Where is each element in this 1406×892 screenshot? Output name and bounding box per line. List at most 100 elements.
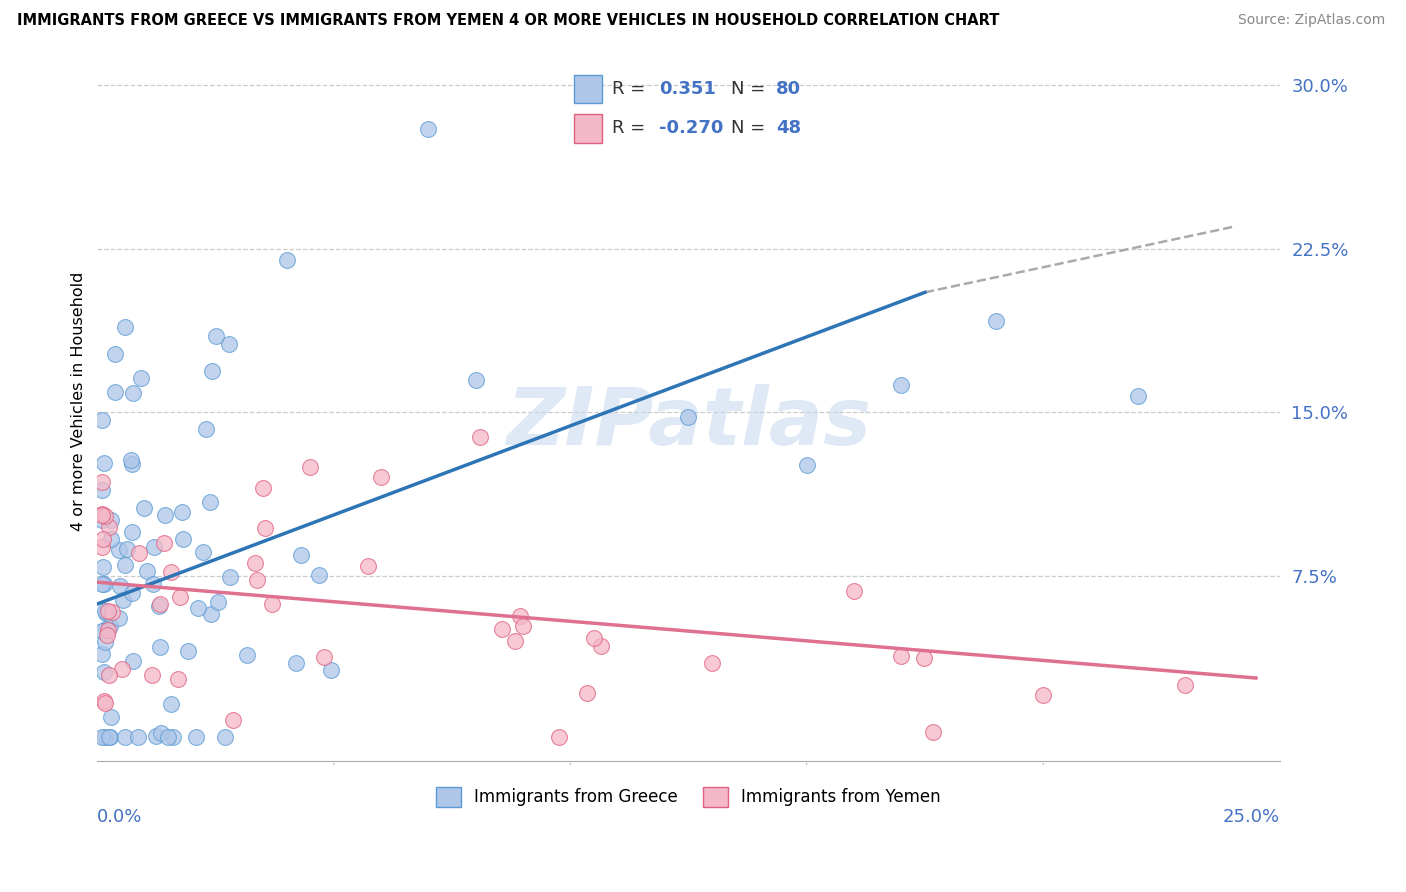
Point bbox=[120, 453, 142, 467]
Point bbox=[111, 661, 134, 675]
Point bbox=[370, 469, 392, 483]
Point bbox=[94, 696, 117, 710]
Point bbox=[97, 623, 120, 637]
Point bbox=[91, 413, 114, 427]
Point bbox=[91, 730, 114, 744]
Point bbox=[108, 610, 131, 624]
Text: 25.0%: 25.0% bbox=[1222, 807, 1279, 826]
Point bbox=[91, 559, 114, 574]
Point bbox=[100, 533, 122, 547]
Point bbox=[94, 604, 117, 618]
Point bbox=[219, 570, 242, 584]
Text: 0.0%: 0.0% bbox=[97, 807, 143, 826]
Point bbox=[100, 513, 122, 527]
Point bbox=[308, 568, 330, 582]
Point bbox=[132, 501, 155, 516]
Point bbox=[162, 730, 184, 744]
Point bbox=[94, 635, 117, 649]
Point bbox=[153, 535, 176, 549]
Point bbox=[149, 598, 172, 612]
Point bbox=[890, 649, 912, 664]
Point bbox=[172, 533, 194, 547]
Point bbox=[207, 595, 229, 609]
Point bbox=[121, 654, 143, 668]
Point bbox=[98, 668, 121, 682]
Text: 0.351: 0.351 bbox=[659, 79, 716, 97]
Text: R =: R = bbox=[612, 119, 645, 136]
Y-axis label: 4 or more Vehicles in Household: 4 or more Vehicles in Household bbox=[72, 271, 86, 531]
Point bbox=[153, 508, 176, 522]
FancyBboxPatch shape bbox=[574, 114, 602, 143]
Point bbox=[357, 559, 380, 574]
Point bbox=[509, 608, 531, 623]
Point bbox=[177, 644, 200, 658]
Point bbox=[276, 252, 298, 267]
Point bbox=[246, 573, 269, 587]
Point bbox=[314, 649, 336, 664]
Point bbox=[114, 730, 136, 744]
Point bbox=[576, 686, 599, 700]
Text: IMMIGRANTS FROM GREECE VS IMMIGRANTS FROM YEMEN 4 OR MORE VEHICLES IN HOUSEHOLD : IMMIGRANTS FROM GREECE VS IMMIGRANTS FRO… bbox=[17, 13, 1000, 29]
Point bbox=[922, 725, 945, 739]
Point bbox=[157, 730, 180, 744]
Point bbox=[187, 600, 209, 615]
Point bbox=[112, 593, 135, 607]
Point bbox=[169, 590, 191, 604]
Point bbox=[121, 586, 143, 600]
Point bbox=[96, 628, 118, 642]
Point bbox=[117, 541, 139, 556]
Point bbox=[491, 622, 513, 636]
Point bbox=[94, 730, 117, 744]
Point bbox=[254, 521, 277, 535]
Text: Source: ZipAtlas.com: Source: ZipAtlas.com bbox=[1237, 13, 1385, 28]
Point bbox=[122, 385, 145, 400]
Point bbox=[93, 456, 115, 470]
Point bbox=[984, 313, 1007, 327]
Text: N =: N = bbox=[731, 119, 765, 136]
Point bbox=[1032, 689, 1054, 703]
Point bbox=[114, 558, 136, 573]
Point bbox=[260, 597, 283, 611]
Text: 80: 80 bbox=[776, 79, 801, 97]
Point bbox=[464, 372, 486, 386]
Legend: Immigrants from Greece, Immigrants from Yemen: Immigrants from Greece, Immigrants from … bbox=[429, 780, 948, 814]
Point bbox=[170, 505, 193, 519]
Point bbox=[243, 557, 266, 571]
Point bbox=[678, 409, 700, 424]
Point bbox=[142, 540, 165, 554]
Point bbox=[591, 639, 613, 653]
Point bbox=[107, 543, 129, 558]
Point bbox=[222, 713, 245, 727]
Point bbox=[582, 632, 605, 646]
Point bbox=[91, 507, 114, 521]
Point bbox=[159, 565, 181, 579]
Point bbox=[548, 730, 571, 744]
Point bbox=[91, 475, 114, 489]
Point bbox=[91, 648, 114, 662]
Point bbox=[98, 519, 121, 533]
Point bbox=[93, 532, 115, 546]
Point bbox=[100, 730, 122, 744]
Point bbox=[218, 336, 240, 351]
Point bbox=[204, 329, 226, 343]
Point bbox=[512, 618, 534, 632]
Point bbox=[136, 564, 159, 578]
Point bbox=[94, 622, 117, 636]
Point bbox=[1174, 677, 1197, 691]
Point bbox=[96, 604, 118, 618]
Point bbox=[104, 384, 127, 399]
Point bbox=[195, 422, 218, 436]
Point bbox=[104, 347, 127, 361]
Point bbox=[236, 648, 259, 662]
Point bbox=[110, 578, 132, 592]
Point bbox=[198, 495, 221, 509]
Point bbox=[285, 656, 308, 670]
Point bbox=[201, 364, 224, 378]
Point bbox=[96, 606, 118, 620]
Text: -0.270: -0.270 bbox=[659, 119, 724, 136]
Text: ZIPatlas: ZIPatlas bbox=[506, 384, 870, 462]
Point bbox=[100, 710, 122, 724]
Point bbox=[141, 667, 163, 681]
Point bbox=[91, 624, 114, 638]
Point bbox=[167, 672, 190, 686]
